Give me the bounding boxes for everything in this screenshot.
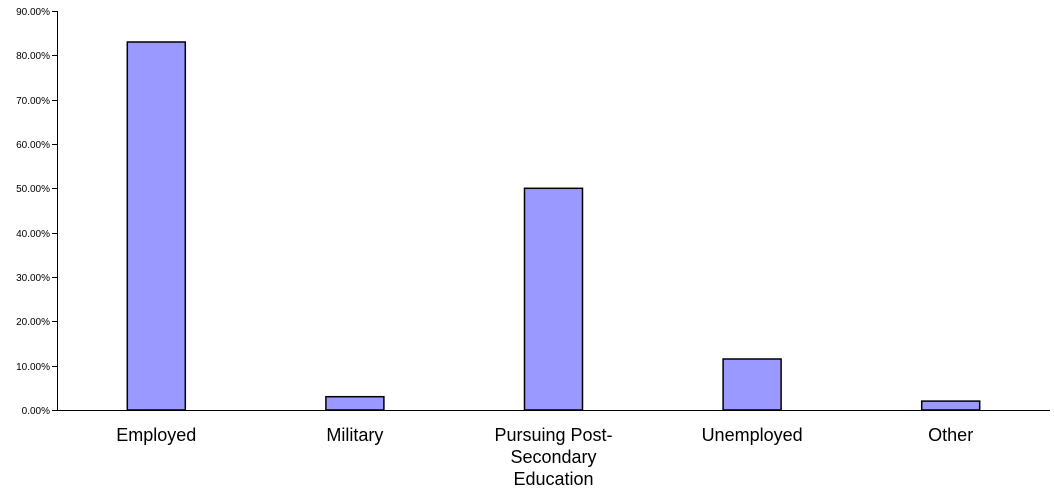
- bars-group: [126, 41, 981, 411]
- x-category-label: Education: [513, 469, 593, 489]
- x-category-label: Unemployed: [702, 425, 803, 445]
- y-tick-label: 40.00%: [16, 229, 50, 240]
- bar-other: [920, 400, 981, 411]
- y-axis: 0.00% 10.00% 20.00% 30.00% 40.00% 50.00% 60.00…: [16, 7, 58, 417]
- y-tick-label: 80.00%: [16, 51, 50, 62]
- y-tick-label: 70.00%: [16, 96, 50, 107]
- bar-pursuing-post-secondary-education: [523, 187, 584, 411]
- x-category-label: Other: [928, 425, 973, 445]
- y-tick-label: 90.00%: [16, 7, 50, 18]
- x-category-label: Pursuing Post-: [494, 425, 612, 445]
- x-category-label: Employed: [116, 425, 196, 445]
- y-tick-label: 0.00%: [22, 406, 50, 417]
- x-category-label: Secondary: [510, 447, 596, 467]
- category-labels: Employed Military Pursuing Post-SecondaryE…: [116, 425, 973, 489]
- y-tick-label: 60.00%: [16, 140, 50, 151]
- y-tick-label: 20.00%: [16, 317, 50, 328]
- y-tick-label: 10.00%: [16, 362, 50, 373]
- y-tick-label: 30.00%: [16, 273, 50, 284]
- bar-unemployed: [722, 358, 782, 411]
- x-category-label: Military: [326, 425, 383, 445]
- bar-military: [325, 395, 385, 411]
- y-tick-label: 50.00%: [16, 184, 50, 195]
- bar-employed: [126, 41, 187, 411]
